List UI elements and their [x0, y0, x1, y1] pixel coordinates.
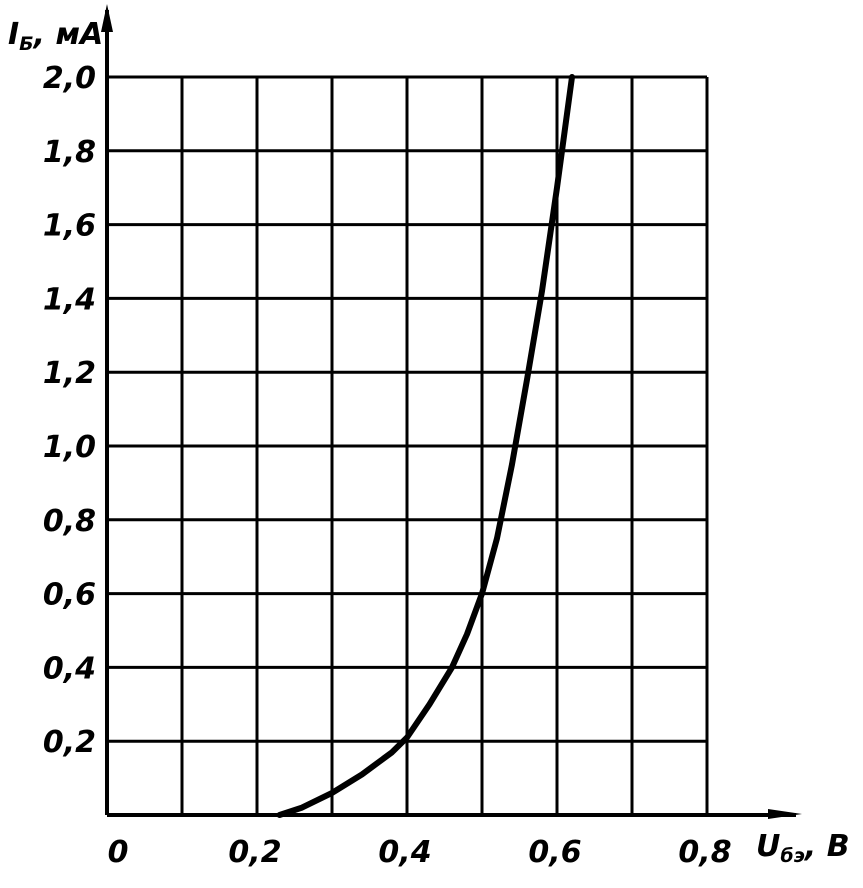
y-tick-label: 1,6	[43, 209, 96, 244]
y-tick-label: 0,6	[43, 578, 96, 613]
x-axis-label-sub: бэ	[780, 845, 805, 867]
y-axis-arrow	[101, 4, 113, 32]
y-tick-label: 1,8	[43, 135, 96, 170]
x-axis-arrow	[768, 809, 802, 819]
x-tick-label: 0,6	[528, 835, 581, 870]
x-tick-label: 0,8	[678, 835, 731, 870]
y-tick-label: 1,4	[43, 282, 96, 317]
y-axis-label-main: I	[8, 17, 19, 52]
y-tick-label: 1,0	[43, 430, 96, 465]
y-tick-label: 0,4	[43, 651, 96, 686]
x-axis-label-main: U	[756, 829, 780, 864]
x-tick-label: 0	[108, 835, 129, 870]
x-tick-label: 0,2	[228, 835, 281, 870]
x-axis-label: Uбэ, B	[756, 829, 850, 867]
y-tick-label: 0,2	[43, 725, 96, 760]
x-axis-label-unit: , B	[803, 829, 850, 864]
y-axis-label-sub: Б	[19, 33, 33, 55]
y-tick-label: 2,0	[43, 61, 96, 96]
y-axis-label-unit: , мА	[32, 17, 104, 52]
y-tick-label: 0,8	[43, 504, 96, 539]
y-tick-label: 1,2	[43, 356, 96, 391]
y-axis-label: IБ, мА	[8, 17, 103, 55]
x-tick-label: 0,4	[378, 835, 431, 870]
characteristic-curve	[276, 74, 575, 818]
